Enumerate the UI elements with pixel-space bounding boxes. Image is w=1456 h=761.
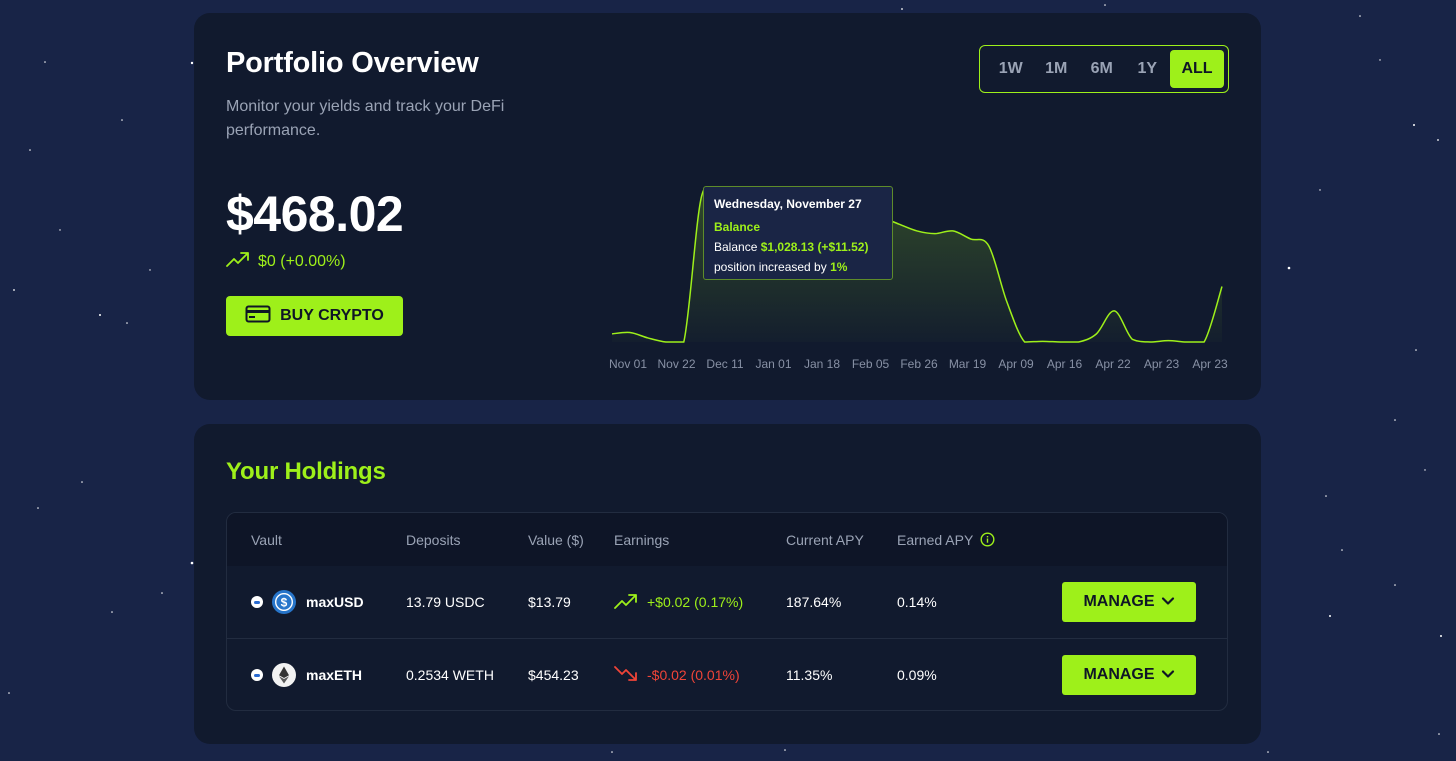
value-cell: $454.23 xyxy=(528,667,579,683)
x-tick-label: Apr 23 xyxy=(1192,357,1228,371)
x-tick-label: Apr 23 xyxy=(1144,357,1180,371)
vault-cell: $ maxUSD xyxy=(251,566,364,638)
network-badge-icon xyxy=(251,596,263,608)
column-header-value: Value ($) xyxy=(528,531,584,548)
column-header-deposits: Deposits xyxy=(406,531,461,548)
page-subtitle: Monitor your yields and track your DeFi … xyxy=(226,98,505,139)
column-header-vault: Vault xyxy=(251,531,282,548)
current-apy-cell: 11.35% xyxy=(786,667,833,683)
manage-label: MANAGE xyxy=(1083,666,1155,683)
x-tick-label: Dec 11 xyxy=(706,357,743,371)
table-row: maxETH 0.2534 WETH $454.23 -$0.02 (0.01%… xyxy=(227,638,1227,710)
x-tick-label: Nov 22 xyxy=(657,357,695,371)
x-tick-label: Nov 01 xyxy=(609,357,647,371)
x-tick-label: Jan 01 xyxy=(755,357,791,371)
tooltip-position-line: position increased by 1% xyxy=(714,257,882,277)
tooltip-position-text: position increased by xyxy=(714,260,827,274)
portfolio-overview-panel: Portfolio Overview Monitor your yields a… xyxy=(194,13,1261,400)
table-row: $ maxUSD 13.79 USDC $13.79 +$0.02 (0.17%… xyxy=(227,566,1227,638)
tooltip-balance-line: Balance $1,028.13 (+$11.52) xyxy=(714,237,882,257)
time-range-selector: 1W 1M 6M 1Y ALL xyxy=(979,45,1229,93)
column-header-earned-apy: Earned APY xyxy=(897,513,995,566)
page-title: Portfolio Overview xyxy=(226,47,479,79)
chevron-down-icon xyxy=(1161,666,1175,684)
holdings-panel: Your Holdings Vault Deposits Value ($) E… xyxy=(194,424,1261,744)
x-tick-label: Feb 26 xyxy=(900,357,938,371)
table-header: Vault Deposits Value ($) Earnings Curren… xyxy=(227,513,1227,566)
earned-apy-cell: 0.09% xyxy=(897,667,937,683)
buy-crypto-label: BUY CRYPTO xyxy=(280,307,384,324)
value-cell: $13.79 xyxy=(528,594,571,610)
range-all-button[interactable]: ALL xyxy=(1170,50,1224,88)
x-tick-label: Apr 16 xyxy=(1047,357,1083,371)
action-cell: MANAGE xyxy=(1062,639,1196,710)
chart-tooltip: Wednesday, November 27 Balance Balance $… xyxy=(703,186,893,280)
portfolio-balance: $468.02 xyxy=(226,186,404,242)
manage-button[interactable]: MANAGE xyxy=(1062,655,1196,695)
tooltip-position-value: 1% xyxy=(830,260,848,274)
action-cell: MANAGE xyxy=(1062,566,1196,638)
column-header-earnings: Earnings xyxy=(614,531,670,548)
x-tick-label: Apr 09 xyxy=(998,357,1034,371)
earnings-value: -$0.02 (0.01%) xyxy=(647,667,740,683)
trend-down-icon xyxy=(614,665,638,685)
tooltip-balance-value: $1,028.13 (+$11.52) xyxy=(760,240,869,254)
range-6m-button[interactable]: 6M xyxy=(1090,60,1113,77)
vault-name: maxETH xyxy=(306,667,363,683)
vault-name: maxUSD xyxy=(306,594,364,610)
ethereum-icon xyxy=(272,663,296,687)
network-badge-icon xyxy=(251,669,263,681)
x-tick-label: Mar 19 xyxy=(949,357,987,371)
trend-up-icon xyxy=(614,593,638,612)
balance-change: $0 (+0.00%) xyxy=(226,251,346,272)
trend-up-icon xyxy=(226,251,250,272)
holdings-title: Your Holdings xyxy=(226,458,386,485)
earnings-cell: +$0.02 (0.17%) xyxy=(614,566,743,638)
column-header-earned-apy-label: Earned APY xyxy=(897,531,974,548)
x-axis-ticks: Nov 01 Nov 22 Dec 11 Jan 01 Jan 18 Feb 05 Feb … xyxy=(609,357,1228,371)
tooltip-date: Wednesday, November 27 xyxy=(714,197,862,211)
x-tick-label: Apr 22 xyxy=(1095,357,1131,371)
credit-card-icon xyxy=(245,305,271,328)
earned-apy-cell: 0.14% xyxy=(897,594,937,610)
buy-crypto-button[interactable]: BUY CRYPTO xyxy=(226,296,403,336)
tooltip-series-name: Balance xyxy=(714,220,761,234)
info-icon[interactable] xyxy=(980,532,995,547)
x-tick-label: Feb 05 xyxy=(852,357,890,371)
current-apy-cell: 187.64% xyxy=(786,594,842,610)
holdings-table: Vault Deposits Value ($) Earnings Curren… xyxy=(226,512,1228,711)
manage-label: MANAGE xyxy=(1083,593,1155,610)
svg-text:$: $ xyxy=(281,596,288,610)
manage-button[interactable]: MANAGE xyxy=(1062,582,1196,622)
range-1w-button[interactable]: 1W xyxy=(998,60,1023,77)
chevron-down-icon xyxy=(1161,593,1175,611)
usdc-icon: $ xyxy=(272,590,296,614)
deposits-cell: 13.79 USDC xyxy=(406,594,485,610)
earnings-value: +$0.02 (0.17%) xyxy=(647,594,744,610)
vault-cell: maxETH xyxy=(251,639,363,710)
balance-change-value: $0 (+0.00%) xyxy=(258,252,346,270)
column-header-current-apy: Current APY xyxy=(786,531,864,548)
earnings-cell: -$0.02 (0.01%) xyxy=(614,639,740,710)
balance-area-chart[interactable]: Nov 01 Nov 22 Dec 11 Jan 01 Jan 18 Feb 05 Feb … xyxy=(602,181,1232,381)
deposits-cell: 0.2534 WETH xyxy=(406,667,494,683)
tooltip-balance-label: Balance xyxy=(714,240,758,254)
range-1y-button[interactable]: 1Y xyxy=(1137,60,1158,77)
range-1m-button[interactable]: 1M xyxy=(1045,60,1068,77)
x-tick-label: Jan 18 xyxy=(804,357,840,371)
